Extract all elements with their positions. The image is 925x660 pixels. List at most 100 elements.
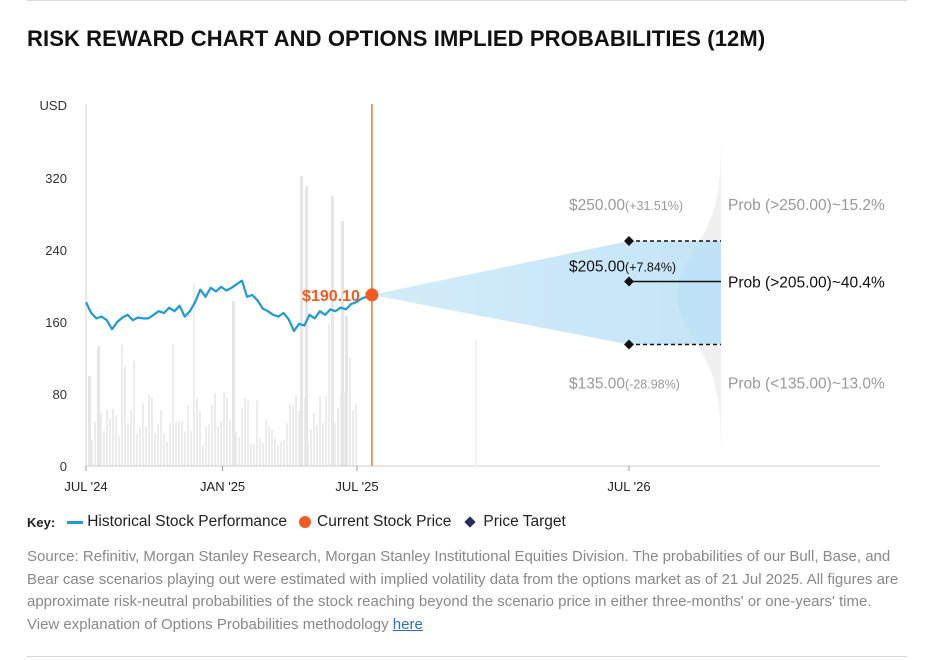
target-price-change: (+7.84%) [625, 261, 676, 275]
volume-bar [136, 433, 138, 466]
current-price-label: $190.10 [302, 288, 360, 305]
key-current-label: Current Stock Price [317, 513, 452, 530]
line-swatch-icon [67, 520, 84, 524]
key-item-historical: Historical Stock Performance [67, 513, 287, 531]
y-tick-label: 160 [45, 315, 67, 330]
volume-bar [196, 398, 198, 466]
volume-bar [202, 444, 204, 466]
volume-bar [322, 422, 324, 466]
volume-bar [214, 393, 216, 466]
volume-bar [244, 398, 246, 466]
volume-bar [223, 391, 225, 466]
historical-series [85, 279, 373, 333]
volume-bar [298, 410, 300, 466]
volume-bar [328, 324, 330, 466]
volume-bar [175, 421, 177, 466]
target-price-change: (-28.98%) [625, 378, 680, 392]
y-tick-label: 240 [45, 243, 67, 258]
probability-distribution [677, 142, 721, 448]
volume-bar [262, 443, 264, 466]
volume-bar [247, 400, 249, 466]
y-tick-label: 320 [45, 171, 67, 186]
target-probability-label: Prob (>205.00)~40.4% [728, 275, 885, 292]
volume-bar [286, 423, 288, 466]
volume-bar [181, 421, 183, 466]
target-price-change: (+31.51%) [625, 199, 683, 213]
volume-bar [274, 438, 276, 466]
target-price-value: $250.00 [569, 197, 625, 214]
volume-bar [103, 430, 105, 466]
volume-bar [253, 444, 255, 466]
chart-axes [85, 104, 880, 467]
volume-bar [349, 357, 351, 466]
x-tick-label: JAN '25 [200, 479, 245, 494]
volume-bar [133, 360, 135, 466]
price-cone [371, 241, 721, 345]
volume-bar [238, 437, 240, 466]
volume-bar [259, 437, 261, 466]
target-probability-label: Prob (<135.00)~13.0% [728, 376, 885, 393]
x-tick-label: JUL '24 [64, 479, 107, 494]
target-diamond [624, 339, 634, 350]
volume-bar [142, 403, 144, 466]
volume-bar [184, 431, 186, 466]
volume-bar [106, 409, 108, 466]
volume-bar [271, 429, 273, 466]
x-tick-label: JUL '25 [335, 479, 378, 494]
volume-bar [205, 426, 207, 466]
volume-bar [337, 407, 339, 466]
key-target-label: Price Target [483, 513, 566, 530]
key-item-current: Current Stock Price [299, 513, 451, 531]
chart-title: RISK REWARD CHART AND OPTIONS IMPLIED PR… [27, 26, 766, 51]
volume-bar [280, 441, 282, 466]
volume-bar [217, 426, 219, 466]
volume-bar [193, 284, 195, 466]
key-title: Key: [27, 514, 56, 530]
volume-bar [310, 429, 312, 466]
volume-bar [199, 410, 201, 466]
volume-bar [124, 366, 126, 466]
volume-bar [109, 418, 111, 466]
volume-bar [292, 405, 294, 466]
volume-bars [88, 176, 357, 466]
volume-bar [295, 394, 297, 466]
methodology-link[interactable]: here [392, 615, 423, 633]
volume-bar [151, 397, 153, 466]
volume-bar [313, 412, 315, 466]
volume-bar [130, 409, 132, 466]
volume-bar [331, 196, 334, 466]
volume-bar [250, 443, 252, 466]
volume-bar [154, 433, 156, 466]
chart-key: Key: Historical Stock Performance Curren… [27, 512, 578, 532]
volume-bar [157, 423, 159, 466]
volume-bar [115, 415, 117, 466]
target-price-value: $205.00 [569, 259, 625, 276]
volume-bar [265, 419, 267, 466]
volume-bar [94, 421, 96, 466]
target-diamond [624, 276, 634, 287]
volume-bar [88, 376, 91, 466]
volume-bar [160, 410, 162, 466]
volume-bar [163, 433, 165, 466]
volume-bar [187, 405, 189, 466]
volume-bar [112, 409, 114, 466]
bottom-divider [27, 656, 907, 657]
target-price-value: $135.00 [569, 376, 625, 393]
volume-bar [127, 422, 129, 466]
target-price-label: $250.00(+31.51%) [569, 197, 683, 214]
volume-bar [229, 420, 231, 466]
diamond-swatch-icon [464, 516, 477, 528]
price-targets: $250.00(+31.51%) Prob (>250.00)~15.2% $205… [569, 197, 885, 393]
volume-bar [325, 396, 327, 466]
volume-bar [211, 405, 213, 466]
volume-bar [319, 396, 321, 466]
y-axis-unit: USD [40, 98, 67, 113]
volume-bar [220, 421, 222, 466]
volume-bar [305, 186, 308, 466]
target-price-label: $205.00(+7.84%) [569, 259, 676, 276]
volume-bar [145, 426, 147, 466]
volume-bar [268, 426, 270, 466]
target-probability-label: Prob (>250.00)~15.2% [728, 197, 885, 214]
volume-bar [226, 398, 228, 466]
